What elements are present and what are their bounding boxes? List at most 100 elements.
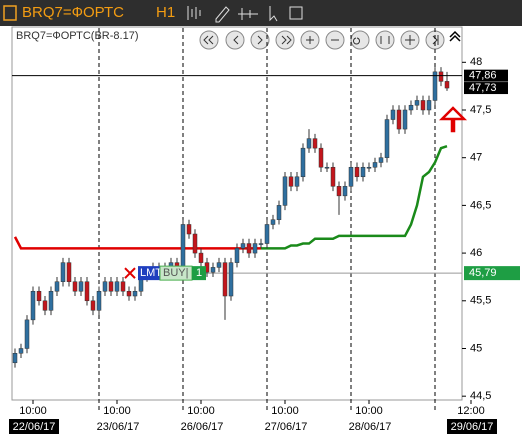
x-tick-label: 10:00 [103, 405, 131, 417]
candle-body [240, 243, 246, 249]
plot-area [11, 26, 463, 401]
indicator-line [261, 145, 448, 250]
candle-body [78, 281, 84, 292]
cancel-icon [124, 267, 136, 279]
nav-button[interactable] [375, 30, 395, 50]
candle-body [378, 157, 384, 163]
candle-body [90, 300, 96, 311]
collapse-icon[interactable] [449, 30, 461, 42]
candle-body [246, 243, 252, 254]
candle-body [186, 224, 192, 235]
candle-body [114, 281, 120, 292]
draw-icon[interactable] [215, 6, 230, 23]
x-date-label: 23/06/17 [97, 421, 140, 433]
y-tick-label: 46 [470, 247, 482, 259]
toolbar [0, 0, 522, 26]
candle-body [366, 166, 372, 169]
x-tick-label: 10:00 [187, 405, 215, 417]
price-box [464, 69, 508, 82]
x-date-label: 26/06/17 [181, 421, 224, 433]
nav-button[interactable] [425, 30, 445, 50]
settings-icon[interactable] [289, 6, 303, 20]
x-date-label: 29/06/17 [451, 421, 494, 433]
candle-body [132, 290, 138, 297]
candle-body [444, 81, 450, 89]
candle-body [324, 166, 330, 169]
candle-body [234, 248, 240, 263]
candle-body [432, 71, 438, 101]
candle-body [288, 176, 294, 187]
nav-glyphs [203, 35, 439, 45]
toolbar-symbol: BRQ7=ФОРТС [22, 4, 124, 21]
price-label: 47,73 [469, 82, 497, 94]
order-price-box [464, 266, 520, 281]
candle-body [342, 186, 348, 197]
order-kind-box [138, 266, 160, 281]
nav-button[interactable] [350, 30, 370, 50]
candle-body [420, 100, 426, 111]
order-kind: LMT [140, 267, 162, 279]
y-tick-label: 47,5 [470, 104, 491, 116]
candle-body [426, 100, 432, 111]
price-box [464, 82, 508, 95]
arrow-annotation [438, 106, 468, 133]
candle-body [330, 166, 336, 187]
toolbar-timeframe: H1 [156, 4, 175, 21]
candle-body [30, 290, 36, 321]
nav-buttons[interactable] [199, 30, 445, 50]
date-box [447, 419, 497, 434]
candle-body [396, 109, 402, 130]
candle-body [12, 353, 18, 364]
x-tick-label: 10:00 [19, 405, 47, 417]
candle-body [198, 252, 204, 263]
cursor-icon[interactable] [269, 6, 278, 22]
order-price-label: 45,79 [469, 267, 497, 279]
nav-button[interactable] [275, 30, 295, 50]
indicator-line [13, 236, 261, 250]
bars-icon[interactable] [238, 8, 258, 20]
candle-body [390, 109, 396, 120]
y-tick-label: 46,5 [470, 199, 491, 211]
x-date-label: 22/06/17 [13, 421, 56, 433]
candle-body [84, 281, 90, 302]
candle-body [282, 176, 288, 206]
candle-body [102, 281, 108, 292]
candle-body [318, 147, 324, 168]
candle-body [192, 233, 198, 254]
candle-body [126, 290, 132, 297]
candle-body [60, 262, 66, 282]
candle-body [300, 147, 306, 178]
chart-title: BRQ7=ФОРТС(BR-8.17) [16, 30, 138, 42]
candle-body [294, 176, 300, 187]
candle-body [18, 348, 24, 354]
candle-body [258, 243, 264, 245]
candle-body [42, 300, 48, 311]
x-date-label: 28/06/17 [349, 421, 392, 433]
price-label: 47,86 [469, 70, 497, 82]
candle-body [336, 186, 342, 197]
candle-body [402, 109, 408, 130]
y-tick-label: 45,5 [470, 295, 491, 307]
date-box [9, 419, 59, 434]
candle-body [408, 104, 414, 111]
y-tick-label: 47 [470, 152, 482, 164]
nav-button[interactable] [250, 30, 270, 50]
toolbar-icons[interactable] [187, 6, 303, 23]
x-tick-label: 10:00 [355, 405, 383, 417]
candle-body [228, 262, 234, 297]
candle-body [360, 166, 366, 178]
candle-body [36, 290, 42, 302]
symbol-icon [3, 5, 17, 21]
candle-body [270, 219, 276, 225]
candle-body [312, 138, 318, 149]
nav-button[interactable] [225, 30, 245, 50]
x-tick-label: 12:00 [457, 405, 485, 417]
candle-body [372, 162, 378, 168]
candle-body [276, 205, 282, 220]
candle-body [120, 281, 126, 292]
candles-icon[interactable] [187, 6, 201, 20]
candle-body [48, 290, 54, 311]
candle-body [438, 71, 444, 82]
